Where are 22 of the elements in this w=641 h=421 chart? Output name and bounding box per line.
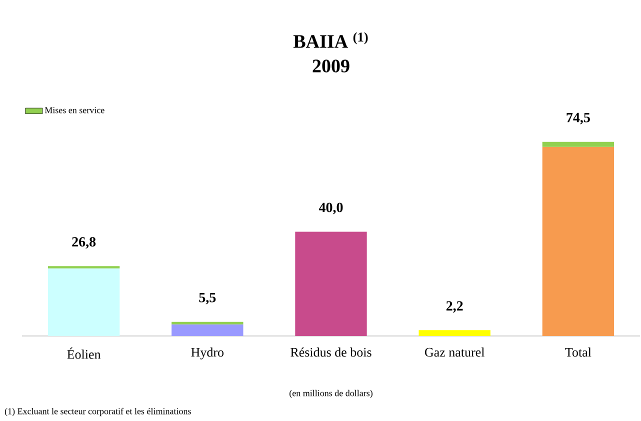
annotation: 2,2	[446, 301, 463, 313]
text: (en millions de dollars)	[290, 390, 372, 398]
x-tick-label: Résidus de bois	[290, 348, 372, 357]
bar	[48, 268, 120, 336]
x-tick-label: Éolien	[67, 348, 101, 359]
x-tick-label: Gaz naturel	[424, 348, 484, 357]
bar	[172, 322, 244, 324]
text: (1) Excluant le secteur corporatif et les éliminations	[4, 408, 191, 416]
bar	[418, 330, 490, 336]
annotation: 74,5	[566, 112, 590, 124]
legend-label: Mises en service	[44, 107, 104, 114]
chart-title: BAIIA $^{(1)}$	[293, 32, 368, 48]
bar	[172, 324, 244, 336]
annotation: 26,8	[72, 237, 96, 249]
annotation: 40,0	[318, 202, 343, 214]
bar	[542, 146, 614, 336]
annotation: 5,5	[199, 292, 216, 304]
chart-subtitle: 2009	[312, 60, 350, 72]
x-tick-label: Hydro	[191, 348, 224, 360]
x-tick-label: Total	[565, 348, 592, 357]
bar	[295, 232, 367, 336]
bar	[542, 142, 614, 147]
